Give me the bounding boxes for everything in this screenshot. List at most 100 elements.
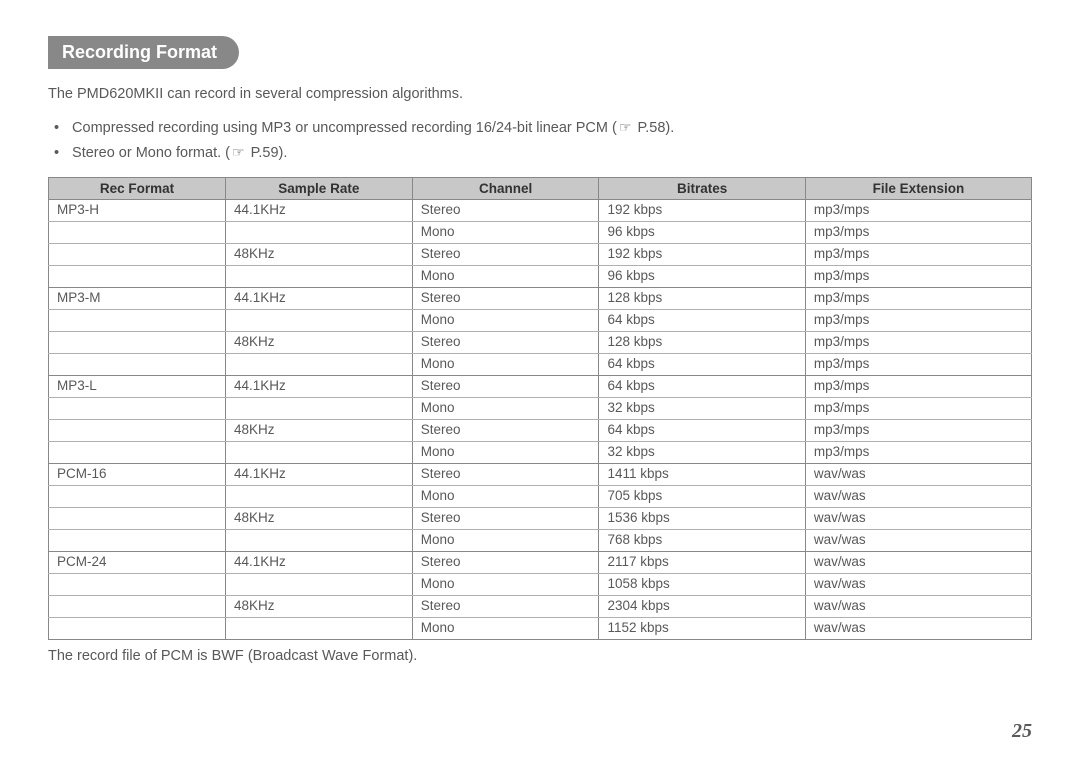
- cell-sample: 48KHz: [225, 420, 412, 442]
- cell-bitrate: 2304 kbps: [599, 596, 805, 618]
- cell-sample: 48KHz: [225, 596, 412, 618]
- cell-sample: [225, 266, 412, 288]
- cell-sample: [225, 310, 412, 332]
- cell-sample: 48KHz: [225, 332, 412, 354]
- bullet-item: Compressed recording using MP3 or uncomp…: [68, 116, 1032, 141]
- cell-ext: mp3/mps: [805, 376, 1031, 398]
- cell-ext: mp3/mps: [805, 244, 1031, 266]
- cell-sample: [225, 486, 412, 508]
- table-row: Mono705 kbpswav/was: [49, 486, 1032, 508]
- table-row: Mono32 kbpsmp3/mps: [49, 398, 1032, 420]
- table-row: Mono64 kbpsmp3/mps: [49, 310, 1032, 332]
- table-row: Mono64 kbpsmp3/mps: [49, 354, 1032, 376]
- bullet-text-pre: Stereo or Mono format. (: [72, 145, 230, 161]
- cell-ext: mp3/mps: [805, 266, 1031, 288]
- cell-channel: Stereo: [412, 508, 599, 530]
- cell-bitrate: 128 kbps: [599, 332, 805, 354]
- cell-format: [49, 596, 226, 618]
- th-rec-format: Rec Format: [49, 178, 226, 200]
- cell-bitrate: 128 kbps: [599, 288, 805, 310]
- cell-sample: [225, 354, 412, 376]
- cell-ext: mp3/mps: [805, 332, 1031, 354]
- table-row: Mono1058 kbpswav/was: [49, 574, 1032, 596]
- table-row: PCM-1644.1KHzStereo1411 kbpswav/was: [49, 464, 1032, 486]
- cell-bitrate: 192 kbps: [599, 200, 805, 222]
- cell-channel: Stereo: [412, 376, 599, 398]
- section-header: Recording Format: [48, 36, 239, 69]
- cell-channel: Mono: [412, 442, 599, 464]
- hand-icon: ☞: [619, 116, 632, 140]
- cell-ext: wav/was: [805, 596, 1031, 618]
- cell-ext: wav/was: [805, 530, 1031, 552]
- cell-bitrate: 705 kbps: [599, 486, 805, 508]
- table-row: Mono768 kbpswav/was: [49, 530, 1032, 552]
- th-file-extension: File Extension: [805, 178, 1031, 200]
- bullet-ref: P.58: [637, 120, 665, 136]
- cell-bitrate: 2117 kbps: [599, 552, 805, 574]
- cell-bitrate: 1058 kbps: [599, 574, 805, 596]
- cell-channel: Mono: [412, 486, 599, 508]
- cell-bitrate: 64 kbps: [599, 420, 805, 442]
- cell-sample: [225, 618, 412, 640]
- cell-format: MP3-L: [49, 376, 226, 398]
- cell-ext: wav/was: [805, 486, 1031, 508]
- bullet-list: Compressed recording using MP3 or uncomp…: [48, 116, 1032, 165]
- th-bitrates: Bitrates: [599, 178, 805, 200]
- cell-ext: mp3/mps: [805, 288, 1031, 310]
- bullet-text-post: ).: [665, 120, 674, 136]
- page-number: 25: [1012, 720, 1032, 743]
- cell-ext: mp3/mps: [805, 420, 1031, 442]
- cell-ext: mp3/mps: [805, 398, 1031, 420]
- cell-bitrate: 192 kbps: [599, 244, 805, 266]
- cell-ext: wav/was: [805, 574, 1031, 596]
- cell-format: [49, 486, 226, 508]
- cell-ext: wav/was: [805, 464, 1031, 486]
- cell-bitrate: 32 kbps: [599, 398, 805, 420]
- cell-channel: Stereo: [412, 332, 599, 354]
- cell-format: MP3-H: [49, 200, 226, 222]
- cell-sample: 44.1KHz: [225, 376, 412, 398]
- cell-bitrate: 64 kbps: [599, 354, 805, 376]
- cell-format: [49, 222, 226, 244]
- cell-ext: mp3/mps: [805, 310, 1031, 332]
- table-row: Mono96 kbpsmp3/mps: [49, 266, 1032, 288]
- table-row: 48KHzStereo128 kbpsmp3/mps: [49, 332, 1032, 354]
- cell-channel: Stereo: [412, 288, 599, 310]
- cell-channel: Mono: [412, 398, 599, 420]
- cell-channel: Mono: [412, 618, 599, 640]
- th-sample-rate: Sample Rate: [225, 178, 412, 200]
- table-row: Mono96 kbpsmp3/mps: [49, 222, 1032, 244]
- cell-sample: [225, 530, 412, 552]
- cell-sample: [225, 574, 412, 596]
- table-row: PCM-2444.1KHzStereo2117 kbpswav/was: [49, 552, 1032, 574]
- cell-ext: mp3/mps: [805, 222, 1031, 244]
- cell-sample: [225, 398, 412, 420]
- cell-sample: 44.1KHz: [225, 464, 412, 486]
- cell-format: [49, 442, 226, 464]
- table-row: 48KHzStereo64 kbpsmp3/mps: [49, 420, 1032, 442]
- cell-channel: Stereo: [412, 200, 599, 222]
- cell-bitrate: 96 kbps: [599, 266, 805, 288]
- cell-channel: Mono: [412, 530, 599, 552]
- cell-sample: 44.1KHz: [225, 552, 412, 574]
- cell-format: [49, 266, 226, 288]
- cell-format: [49, 574, 226, 596]
- cell-sample: 48KHz: [225, 508, 412, 530]
- cell-channel: Mono: [412, 354, 599, 376]
- cell-bitrate: 1152 kbps: [599, 618, 805, 640]
- footnote: The record file of PCM is BWF (Broadcast…: [48, 648, 1032, 664]
- cell-bitrate: 1411 kbps: [599, 464, 805, 486]
- cell-channel: Stereo: [412, 244, 599, 266]
- cell-format: [49, 244, 226, 266]
- cell-format: PCM-16: [49, 464, 226, 486]
- format-table: Rec Format Sample Rate Channel Bitrates …: [48, 177, 1032, 640]
- bullet-ref: P.59: [251, 145, 279, 161]
- cell-sample: 44.1KHz: [225, 200, 412, 222]
- cell-ext: wav/was: [805, 508, 1031, 530]
- hand-icon: ☞: [232, 141, 245, 165]
- cell-bitrate: 1536 kbps: [599, 508, 805, 530]
- cell-bitrate: 768 kbps: [599, 530, 805, 552]
- cell-channel: Mono: [412, 222, 599, 244]
- table-row: 48KHzStereo1536 kbpswav/was: [49, 508, 1032, 530]
- cell-format: [49, 618, 226, 640]
